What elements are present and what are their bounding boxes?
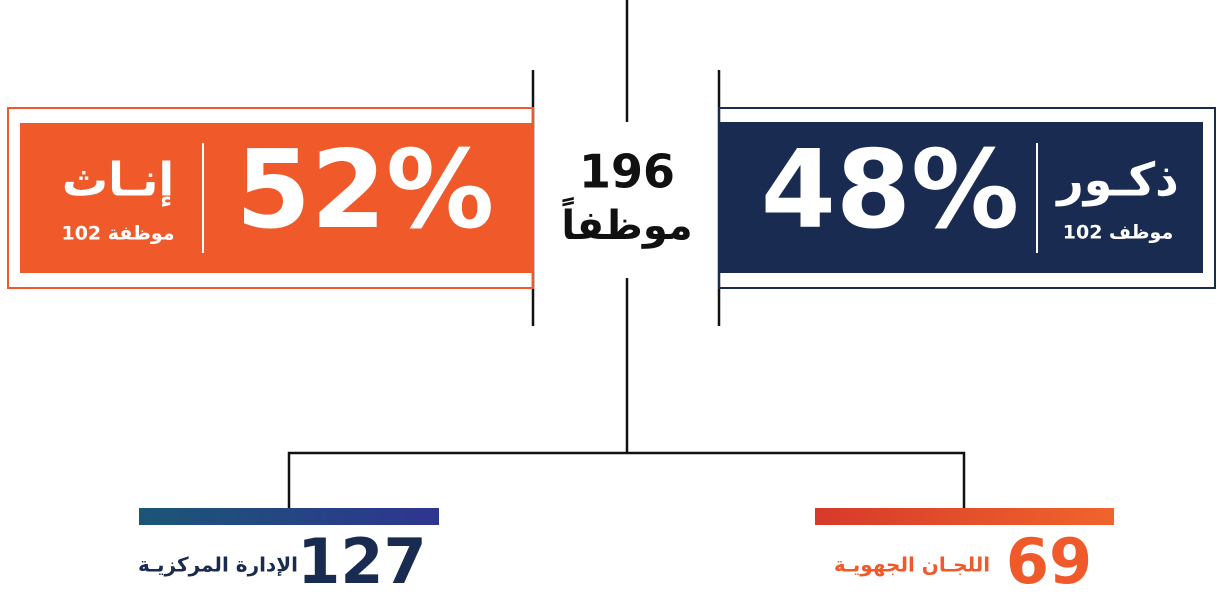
female-box [20, 123, 533, 273]
female-count: 102 موظفة [61, 223, 174, 245]
branch-value: 69 [1006, 525, 1092, 596]
branch-label: اللجـان الجهويـة [834, 553, 990, 577]
female-label: إنـاث [62, 153, 174, 208]
female-percent: 52% [236, 128, 495, 253]
branch-bar [139, 508, 439, 525]
male-percent: 48% [761, 128, 1020, 253]
total-value: 196 [579, 145, 675, 199]
total-label: موظفاً [561, 196, 692, 249]
line [287, 451, 966, 510]
branch-label: الإدارة المركزيـة [138, 553, 298, 577]
male-box [719, 122, 1203, 273]
branch-bar [815, 508, 1114, 525]
branch-value: 127 [297, 525, 426, 596]
male-count: 102 موظف [1063, 222, 1173, 244]
male-label: ذكـور [1055, 153, 1178, 207]
